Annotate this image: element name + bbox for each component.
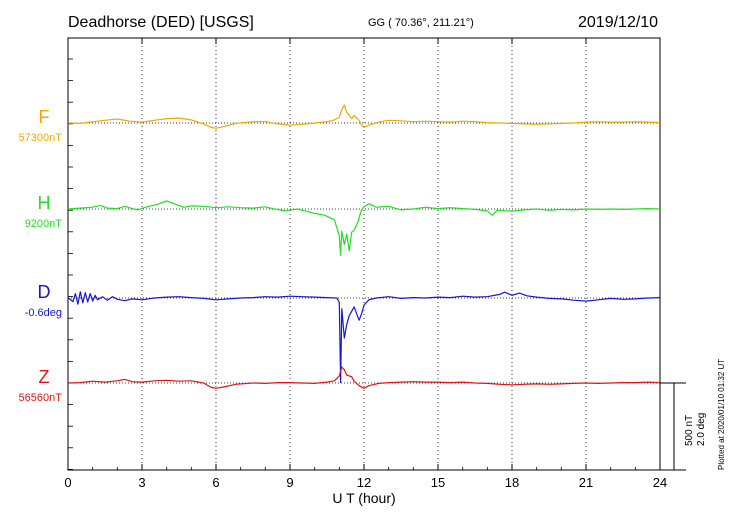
station-coordinates: GG ( 70.36°, 211.21°) — [368, 17, 474, 29]
x-tick-label: 6 — [212, 475, 219, 490]
x-tick-label: 21 — [579, 475, 593, 490]
x-tick-label: 9 — [286, 475, 293, 490]
x-tick-label: 15 — [431, 475, 445, 490]
series-line-z — [67, 366, 661, 389]
scale-bar-deg-label: 2.0 deg — [696, 413, 707, 446]
series-name-z: Z — [39, 367, 50, 387]
series-baseline-z: 56560nT — [19, 392, 63, 404]
scale-bar-nt-label: 500 nT — [684, 415, 695, 446]
series-line-f — [67, 104, 661, 129]
series-name-f: F — [39, 107, 50, 127]
series-baseline-h: 9200nT — [25, 218, 63, 230]
x-axis-label: U T (hour) — [332, 490, 395, 506]
x-tick-label: 24 — [653, 475, 667, 490]
series-line-d — [67, 291, 661, 384]
x-tick-label: 18 — [505, 475, 519, 490]
series-name-h: H — [38, 193, 51, 213]
series-name-d: D — [38, 282, 51, 302]
plot-date: 2019/12/10 — [578, 14, 659, 31]
series-baseline-f: 57300nT — [19, 132, 63, 144]
series-baseline-d: -0.6deg — [25, 307, 62, 319]
x-tick-label: 3 — [138, 475, 145, 490]
x-tick-label: 0 — [64, 475, 71, 490]
plotted-at-note: Plotted at 2020/01/10 01:32 UT — [717, 359, 726, 470]
series-line-h — [67, 200, 661, 256]
station-title: Deadhorse (DED) [USGS] — [68, 14, 254, 31]
x-tick-label: 12 — [357, 475, 371, 490]
